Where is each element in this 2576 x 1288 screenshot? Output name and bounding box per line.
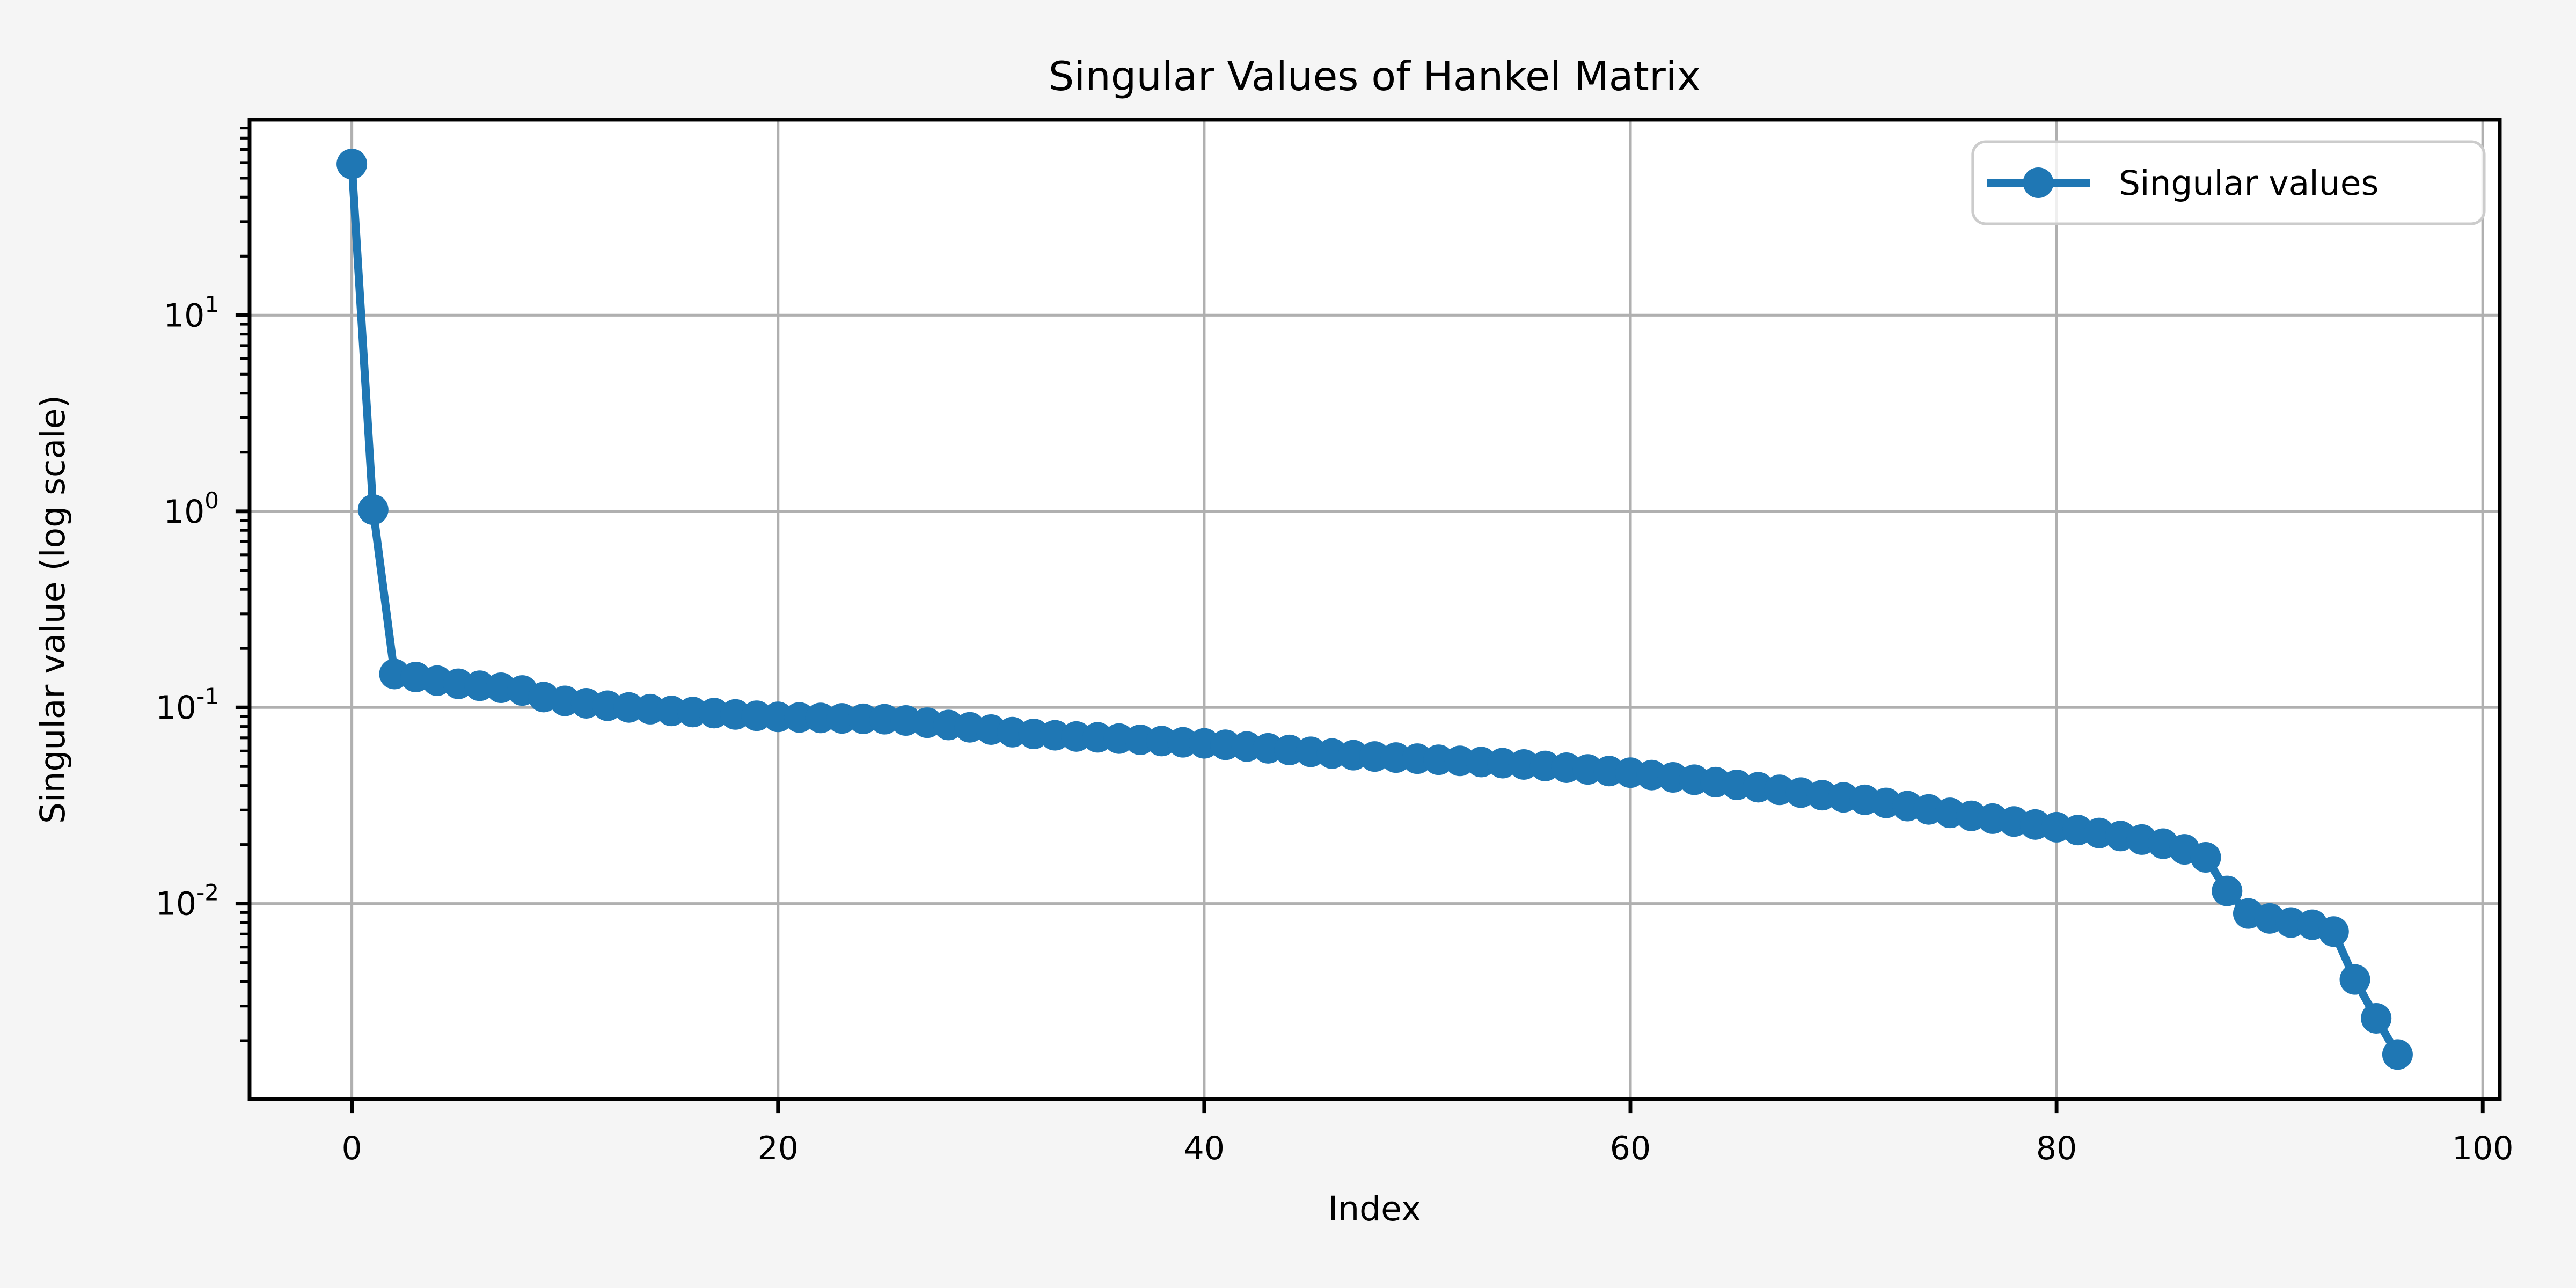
svg-text:100: 100	[164, 487, 219, 531]
legend: Singular values	[1971, 140, 2486, 225]
svg-text:20: 20	[758, 1130, 799, 1167]
y-major-ticks	[235, 313, 250, 906]
x-tick-labels: 0 20 40 60 80 100	[341, 1130, 2513, 1167]
y-minor-ticks	[240, 127, 250, 1042]
svg-text:0: 0	[341, 1130, 362, 1167]
legend-box	[1971, 140, 2486, 225]
axes-background	[250, 119, 2500, 1099]
svg-text:100: 100	[2452, 1130, 2514, 1167]
series-markers	[336, 149, 2413, 1070]
y-axis-label: Singular value (log scale)	[33, 395, 72, 824]
svg-text:10-1: 10-1	[156, 683, 219, 727]
svg-text:60: 60	[1610, 1130, 1651, 1167]
x-gridlines	[350, 119, 2484, 1099]
svg-text:80: 80	[2036, 1130, 2077, 1167]
svg-text:10-2: 10-2	[156, 880, 219, 923]
axes-spines	[247, 118, 2502, 1101]
x-axis-label: Index	[1328, 1189, 1421, 1228]
legend-marker-sample	[2023, 167, 2054, 198]
legend-label: Singular values	[2119, 164, 2379, 203]
x-ticks	[350, 1099, 2485, 1114]
y-tick-labels: 101 100 10-1 10-2	[156, 291, 219, 923]
svg-text:40: 40	[1184, 1130, 1225, 1167]
chart-title: Singular Values of Hankel Matrix	[1049, 53, 1701, 100]
series-line-group	[336, 149, 2413, 1070]
svg-text:101: 101	[164, 291, 219, 334]
